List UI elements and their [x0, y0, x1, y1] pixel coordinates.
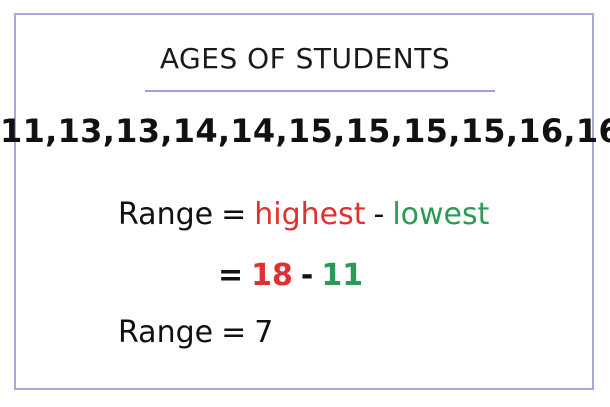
range-value: 7 — [254, 315, 274, 350]
range-result-line: Range = 7 — [118, 313, 273, 353]
minus-sign: - — [300, 258, 314, 293]
minus-sign: - — [373, 197, 385, 232]
lowest-value: 11 — [321, 258, 364, 293]
range-formula-line: Range = highest - lowest — [118, 195, 489, 235]
range-substitution-line: = 18-11 — [218, 256, 363, 296]
range-label: Range — [118, 315, 214, 350]
equals-sign: = — [218, 258, 244, 293]
range-label: Range — [118, 197, 214, 232]
highest-word: highest — [254, 197, 366, 232]
highest-value: 18 — [251, 258, 293, 293]
lowest-word: lowest — [392, 197, 490, 232]
title: AGES OF STUDENTS — [159, 42, 451, 75]
title-underline — [145, 90, 495, 92]
ages-data-list: 11,13,13,14,14,15,15,15,15,16,16,18 — [0, 112, 610, 150]
equals-sign: = — [221, 197, 247, 232]
content-card — [14, 13, 594, 390]
equals-sign: = — [221, 315, 247, 350]
